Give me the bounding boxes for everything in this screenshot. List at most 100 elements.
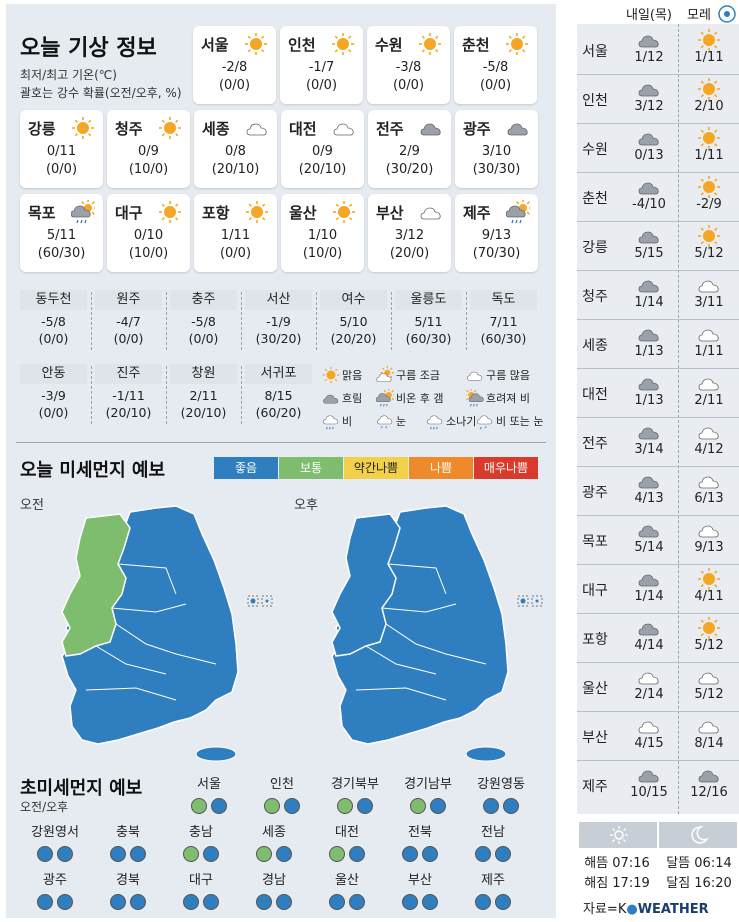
city-temp: 0/9 <box>138 144 159 159</box>
row-divider <box>577 662 739 663</box>
dust-title: 오늘 미세먼지 예보 <box>20 460 166 481</box>
legend-item: * * 눈 <box>376 412 406 432</box>
city-name: 전주 <box>376 120 404 138</box>
forecast-city: 춘천 <box>582 191 608 207</box>
forecast-temp-dayafter: 5/12 <box>694 246 724 261</box>
am-level-dot <box>329 846 345 862</box>
legend-item: * 비 또는 눈 <box>476 412 543 432</box>
city-card: 세종 0/8 (20/10) <box>194 110 277 188</box>
forecast-temp-dayafter: 6/13 <box>694 491 724 506</box>
small-city-name: 진주 <box>95 364 162 384</box>
sleet-icon: * <box>477 415 493 432</box>
forecast-panel: 내일(목) 모레 서울 1/12 1/11 인천 3/12 2/10 수원 0/13… <box>577 0 739 922</box>
am-label: 오전 <box>20 498 44 513</box>
row-divider <box>577 515 739 516</box>
city-temp: -2/8 <box>221 60 248 75</box>
region-borders <box>355 563 487 701</box>
dark-cloud-icon <box>638 280 659 293</box>
sun-icon <box>419 33 441 55</box>
page-title: 오늘 기상 정보 <box>20 36 157 61</box>
row-divider <box>577 319 739 320</box>
forecast-temp-tomorrow: 1/12 <box>634 50 664 65</box>
forecast-icon <box>637 714 661 738</box>
small-city-prob: (20/10) <box>105 405 152 420</box>
rain-then-clear-icon <box>505 199 532 224</box>
dark-cloud-icon <box>698 770 719 783</box>
small-city-name: 독도 <box>470 290 537 310</box>
forecast-row: 세종 1/13 1/11 <box>577 322 739 367</box>
small-city-temp: -1/11 <box>112 388 145 403</box>
weather-icon <box>506 116 530 140</box>
small-city-cell: 충주 -5/8 (0/0) <box>170 290 237 346</box>
legend-label: 맑음 <box>342 369 363 382</box>
ultra-sub: 오전/오후 <box>20 800 69 814</box>
svg-text:*: * <box>484 426 487 430</box>
row-divider <box>577 221 739 222</box>
sun-icon <box>698 78 720 100</box>
small-city-prob: (60/20) <box>255 405 302 420</box>
sun-icon <box>506 33 528 55</box>
city-card: 수원 -3/8 (0/0) <box>367 26 450 104</box>
row-divider <box>577 760 739 761</box>
city-card: 전주 2/9 (30/20) <box>368 110 451 188</box>
forecast-icon <box>637 322 661 346</box>
city-card: 서울 -2/8 (0/0) <box>193 26 276 104</box>
row-divider <box>577 123 739 124</box>
weather-icon <box>71 116 95 140</box>
legend-item: 구름 많음 <box>466 366 530 384</box>
cell-divider <box>166 366 167 424</box>
am-level-dot <box>183 846 199 862</box>
forecast-row: 전주 3/14 4/12 <box>577 420 739 465</box>
pm-level-dot <box>130 846 146 862</box>
forecast-row: 제주 10/15 12/16 <box>577 763 739 808</box>
forecast-row: 목포 5/14 9/13 <box>577 518 739 563</box>
weather-icon <box>245 116 269 140</box>
city-temp: 0/9 <box>312 144 333 159</box>
small-city-prob: (20/20) <box>330 331 377 346</box>
dokdo-dot <box>265 599 269 603</box>
jeju-island <box>465 746 507 762</box>
dark-cloud-icon <box>638 770 659 783</box>
dark-cloud-icon <box>638 35 659 48</box>
forecast-city: 서울 <box>582 44 608 60</box>
dust-level-chip: 나쁨 <box>409 457 473 479</box>
prob-note: 괄호는 강수 확률(오전/오후, %) <box>20 86 182 100</box>
city-card: 울산 1/10 (10/0) <box>281 194 364 272</box>
city-prob: (10/0) <box>302 246 343 261</box>
forecast-temp-dayafter: 4/12 <box>694 442 724 457</box>
ultra-region: 경기북부 <box>320 776 390 818</box>
cell-divider <box>466 292 467 350</box>
forecast-icon <box>697 224 721 248</box>
sun-icon <box>246 201 268 223</box>
cell-divider <box>241 292 242 350</box>
pm-level-dot <box>57 894 73 910</box>
sun-icon <box>698 127 720 149</box>
legend-item: 소나기 <box>426 412 476 430</box>
sun-icon <box>333 201 355 223</box>
weather-icon <box>419 200 443 224</box>
city-prob: (10/0) <box>128 162 169 177</box>
cloud-icon <box>698 329 719 342</box>
forecast-col-divider <box>678 24 679 814</box>
pm-level-dot <box>349 894 365 910</box>
forecast-city: 청주 <box>582 289 608 305</box>
dust-level-chip: 좋음 <box>214 457 278 479</box>
forecast-temp-dayafter: 1/11 <box>694 50 724 65</box>
city-card: 부산 3/12 (20/0) <box>368 194 451 272</box>
forecast-row: 강릉 5/15 5/12 <box>577 224 739 269</box>
moonset-time: 달짐 16:20 <box>666 876 732 891</box>
dust-level-chip: 보통 <box>279 457 343 479</box>
forecast-icon <box>697 763 721 787</box>
snow-icon: * * <box>377 415 393 432</box>
small-city-cell: 원주 -4/7 (0/0) <box>95 290 162 346</box>
city-name: 세종 <box>202 120 230 138</box>
ultra-region: 대구 <box>166 872 236 914</box>
ultra-region-name: 대전 <box>335 825 359 840</box>
ultra-region-name: 전북 <box>408 825 432 840</box>
legend-icon <box>322 412 340 430</box>
small-city-cell: 여수 5/10 (20/20) <box>320 290 387 346</box>
small-city-name: 서귀포 <box>245 364 312 384</box>
divider <box>16 442 546 443</box>
ultra-region-name: 세종 <box>262 825 286 840</box>
dark-cloud-icon <box>420 123 441 136</box>
